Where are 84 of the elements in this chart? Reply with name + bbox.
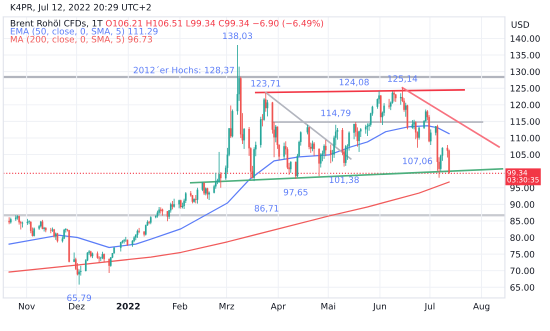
candlestick [220,172,222,188]
x-tick-label: Feb [173,302,188,310]
candlestick [98,256,100,263]
y-tick-label: 125.00 [510,85,540,92]
text: MA (200, close, 0, SMA, 5) [10,36,124,44]
candlestick [78,268,80,286]
annotation: 123,71 [251,80,280,88]
y-tick-label: 90.00 [510,201,534,208]
y-tick-label: 105.00 [510,151,540,158]
candlestick [406,104,408,130]
candlestick [380,94,382,124]
x-tick-label: Jul [424,302,434,312]
y-tick-label: 75.00 [510,250,534,258]
annotation: 124,08 [340,78,369,86]
x-tick-label: Mrz [220,303,234,310]
ref-line-label: 2012´er Hochs: 128,37 [134,66,234,74]
candlestick [353,123,355,140]
y-tick-label: 70.00 [510,268,534,274]
candlestick [202,181,204,192]
y-tick-label: 115.00 [510,118,540,125]
y-tick-label: 135.00 [510,52,540,58]
candlestick [22,221,24,228]
candlestick [26,218,28,226]
candlestick [358,130,360,152]
candlestick [170,202,172,214]
candlestick [274,124,277,143]
x-tick-label: Aug [473,303,490,312]
candlestick [400,92,402,106]
chart-title: Brent Rohöl CFDs, 1T [10,20,103,28]
candlestick [418,126,420,140]
candlestick [324,140,327,157]
candlestick [306,124,308,135]
candlestick [404,102,407,118]
y-tick-label: 65.00 [510,284,534,291]
annotation: 114,79 [321,110,350,118]
candlestick [290,160,292,174]
annotation: 125,14 [388,75,418,83]
candlestick [236,44,238,116]
candlestick [283,142,285,160]
candlestick [308,126,310,150]
candlestick [434,126,437,136]
candlestick [312,140,314,152]
line-series [8,125,450,248]
candlestick [264,92,267,112]
ref-line-label: 86,71 [254,204,278,212]
annotation: O106.21 H106.51 L99.34 C99.34 −6.90 (−6.49%) [106,20,324,28]
candlestick [208,190,210,200]
x-tick-label: 2022 [116,302,140,310]
y-axis-title: USD [512,21,530,28]
candlestick [313,142,315,156]
candlestick [203,182,205,196]
annotation: 97,65 [284,188,308,196]
y-tick-label: 130.00 [510,68,540,76]
candlestick [110,256,112,268]
y-tick-label: 85.00 [510,218,534,224]
annotation: 65,79 [67,294,92,302]
candlestick [243,128,245,150]
candlestick [266,99,268,117]
x-tick-label: Mai [321,302,336,310]
candlestick [388,98,390,110]
annotation: 96.73 [128,36,152,43]
y-tick-label: 110.00 [510,134,540,142]
candlestick [206,187,208,200]
candlestick [448,149,450,174]
x-tick-label: Dez [69,303,85,310]
x-tick-label: Nov [18,303,35,310]
candlestick [318,148,320,177]
annotation: 107,06 [403,158,432,166]
candlestick [430,128,432,146]
candlestick [196,187,198,204]
candlestick [218,151,220,184]
candlestick [262,114,264,127]
y-tick-label: 140.00 [510,35,540,42]
text: K4PR, Jul 12, 2022 20:29 UTC+2 [10,4,151,12]
y-tick-label: 120.00 [510,102,540,108]
candlestick [294,161,297,180]
annotation: 111.29 [128,28,158,35]
candlestick [393,91,395,102]
annotation: 138,03 [223,32,252,40]
x-tick-label: Apr [270,303,286,312]
y-tick-label: 80.00 [510,234,534,241]
annotation: 101,38 [330,176,359,184]
text: EMA (50, close, 0, SMA, 5) [10,28,124,36]
x-tick-label: Jun [372,303,386,312]
